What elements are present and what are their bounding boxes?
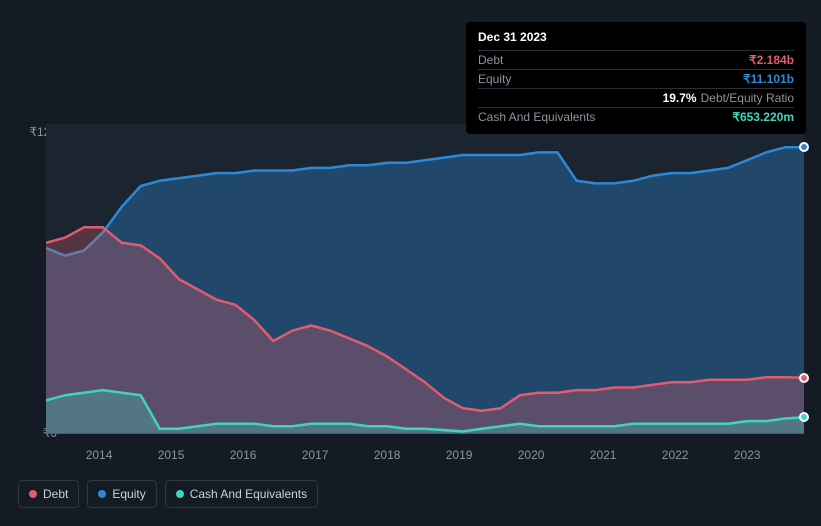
chart-tooltip: Dec 31 2023 Debt ₹2.184b Equity ₹11.101b 19.… — [466, 22, 806, 134]
x-axis-label: 2016 — [230, 448, 257, 462]
x-axis-label: 2021 — [590, 448, 617, 462]
hover-marker-debt — [799, 373, 809, 383]
tooltip-row-value: 19.7% — [663, 91, 697, 105]
legend-dot-icon — [29, 490, 37, 498]
legend-item-equity[interactable]: Equity — [87, 480, 156, 508]
tooltip-row-value: ₹2.184b — [749, 53, 794, 67]
x-axis-label: 2017 — [302, 448, 329, 462]
chart-plot-area[interactable] — [46, 124, 804, 434]
legend-item-label: Debt — [43, 487, 68, 501]
tooltip-row-suffix: Debt/Equity Ratio — [701, 91, 794, 105]
chart-legend: Debt Equity Cash And Equivalents — [18, 480, 318, 508]
legend-item-label: Cash And Equivalents — [190, 487, 307, 501]
hover-marker-cash — [799, 412, 809, 422]
legend-item-cash[interactable]: Cash And Equivalents — [165, 480, 318, 508]
tooltip-row: 19.7% Debt/Equity Ratio — [478, 88, 794, 107]
tooltip-row-value: ₹653.220m — [732, 110, 794, 124]
tooltip-row-label: Cash And Equivalents — [478, 110, 595, 124]
hover-marker-equity — [799, 142, 809, 152]
legend-dot-icon — [176, 490, 184, 498]
legend-dot-icon — [98, 490, 106, 498]
tooltip-row: Cash And Equivalents ₹653.220m — [478, 107, 794, 126]
tooltip-row-label: Debt — [478, 53, 503, 67]
x-axis-label: 2015 — [158, 448, 185, 462]
tooltip-row: Equity ₹11.101b — [478, 69, 794, 88]
x-axis-label: 2014 — [86, 448, 113, 462]
x-axis-label: 2023 — [734, 448, 761, 462]
tooltip-row: Debt ₹2.184b — [478, 50, 794, 69]
x-axis-label: 2019 — [446, 448, 473, 462]
x-axis-label: 2018 — [374, 448, 401, 462]
x-axis-label: 2020 — [518, 448, 545, 462]
legend-item-debt[interactable]: Debt — [18, 480, 79, 508]
legend-item-label: Equity — [112, 487, 145, 501]
tooltip-title: Dec 31 2023 — [478, 30, 794, 44]
tooltip-row-value: ₹11.101b — [743, 72, 794, 86]
tooltip-row-label: Equity — [478, 72, 511, 86]
x-axis-label: 2022 — [662, 448, 689, 462]
